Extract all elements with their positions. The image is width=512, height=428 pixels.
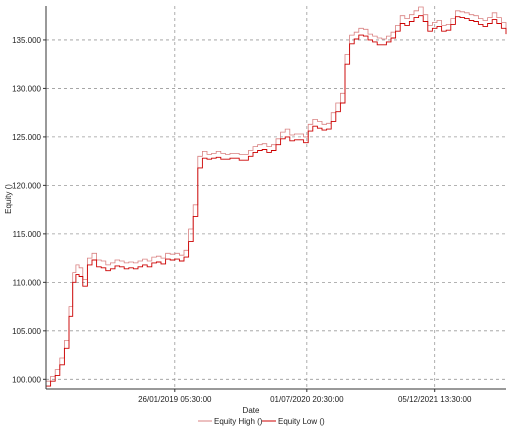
x-tick-label: 26/01/2019 05:30:00 [138,395,212,404]
y-axis-label: Equity () [4,184,13,214]
y-tick-label: 120.000 [12,181,41,190]
x-tick-label: 01/07/2020 20:30:00 [270,395,344,404]
x-tick-labels: 26/01/2019 05:30:00 01/07/2020 20:30:00 05… [138,395,472,404]
y-tick-label: 110.000 [13,278,42,287]
y-tick-label: 105.000 [12,327,41,336]
grid-lines [46,6,506,389]
legend: Equity High () Equity Low () [198,417,325,426]
x-axis-label: Date [243,406,260,415]
axes [43,6,506,392]
series-line-equity-low [46,15,507,387]
y-tick-label: 115.000 [13,230,42,239]
y-tick-label: 100.000 [12,375,41,384]
y-tick-label: 130.000 [12,84,41,93]
y-tick-labels: 100.000 105.000 110.000 115.000 120.000 125.0… [12,36,41,384]
legend-label-equity-low: Equity Low () [278,417,325,426]
series-lines [46,6,507,387]
series-line-equity-high [46,6,507,382]
y-tick-label: 135.000 [12,36,41,45]
legend-label-equity-high: Equity High () [214,417,263,426]
x-tick-label: 05/12/2021 13:30:00 [398,395,472,404]
y-tick-label: 125.000 [12,133,41,142]
